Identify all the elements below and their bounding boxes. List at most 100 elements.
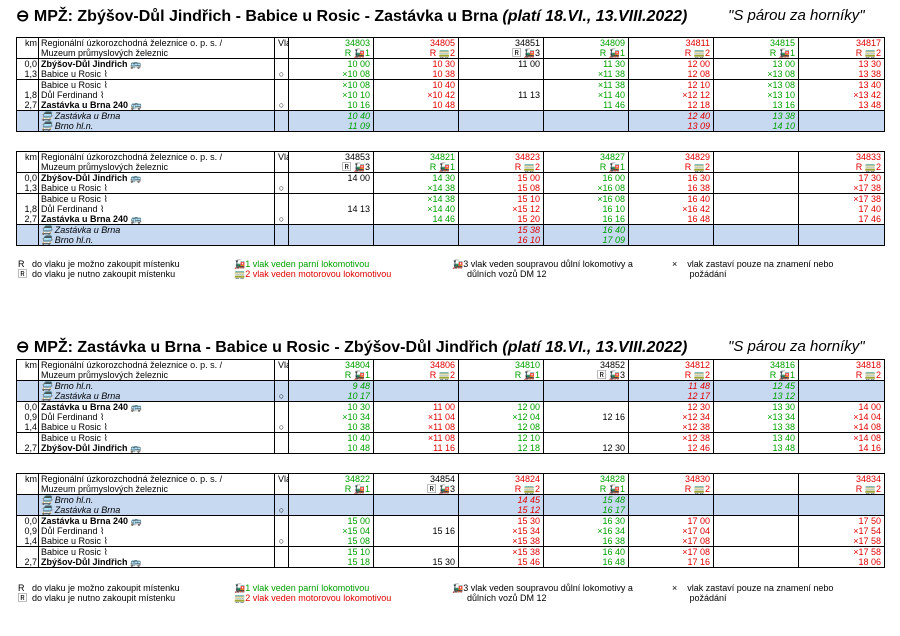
departure-time [713, 546, 800, 557]
departure-time: ×17 54 [798, 526, 886, 536]
km-value: 0,0 [16, 515, 39, 526]
station-name: 🚍 Brno hl.n. [37, 494, 276, 505]
train-symbols: R 🚂1 [458, 370, 545, 381]
departure-time: 16 16 [543, 214, 630, 225]
departure-time [713, 204, 800, 214]
stop-marker [274, 380, 290, 391]
mining-train-icon: 🚂3 [452, 259, 469, 269]
departure-time [798, 110, 886, 121]
departure-time: ×13 34 [713, 412, 800, 422]
train-number: 34834 [798, 473, 886, 484]
timetable-row: 1,3 Babice u Rosic ⌇ ○ ×10 08 10 38 ×11 38 12 … [16, 69, 886, 80]
departure-time: 12 30 [628, 401, 715, 412]
departure-time [798, 494, 886, 505]
departure-time: 15 16 [373, 526, 460, 536]
timetable-row: 1,4 Babice u Rosic ⌇ ○ 15 08 ×15 38 16 38 ×17 … [16, 536, 886, 547]
train-number: 34816 [713, 359, 800, 370]
departure-time: 16 30 [628, 172, 715, 183]
ticket-icon: 🅁 [18, 593, 28, 603]
train-symbols: R 🚂1 [373, 162, 460, 173]
km-value [16, 505, 39, 516]
header-row: Muzeum průmyslových železnic R 🚂1 R 🚃2 R 🚂1… [16, 370, 886, 381]
stop-marker: ○ [274, 183, 290, 194]
legend-text: vlak veden soupravou důlní lokomotivy a [470, 259, 633, 269]
departure-time: 15 30 [458, 515, 545, 526]
timetable-row: 🚍 Brno hl.n. 11 09 13 09 14 10 [16, 121, 886, 132]
train-number: 34854 [373, 473, 460, 484]
departure-time: ×11 40 [543, 90, 630, 100]
train-number: 34852 [543, 359, 630, 370]
legend-text: důlních vozů DM 12 [467, 269, 547, 279]
train-symbols: R 🚃2 [798, 48, 886, 59]
departure-time: 12 08 [628, 69, 715, 80]
header-row: km Regionální úzkorozchodná železnice o. … [16, 37, 886, 48]
timetable-row: 2,7 Zastávka u Brna 240 🚌 ○ 10 16 10 48 11 46… [16, 100, 886, 111]
route-title: MPŽ: Zbýšov-Důl Jindřich - Babice u Rosi… [33, 8, 498, 25]
legend-col-locomotive: 🚂1 vlak veden parní lokomotivou 🚃2 vlak … [234, 583, 391, 603]
station-name: Zastávka u Brna 240 🚌 [37, 214, 276, 225]
legend-col-mining: 🚂3 vlak veden soupravou důlní lokomotivy… [452, 583, 633, 603]
departure-time [458, 100, 545, 111]
departure-time: 16 17 [543, 505, 630, 516]
legend-col-request-stop: × vlak zastaví pouze na znamení nebo pož… [672, 583, 833, 603]
departure-time: 12 00 [458, 401, 545, 412]
departure-time: 12 10 [458, 432, 545, 443]
departure-time: 14 00 [288, 172, 375, 183]
stop-marker: ○ [274, 214, 290, 225]
departure-time: ×12 38 [628, 422, 715, 433]
station-name: Zastávka u Brna 240 🚌 [37, 100, 276, 111]
departure-time: 13 09 [628, 121, 715, 132]
train-number: 34827 [543, 151, 630, 162]
station-name: 🚍 Zastávka u Brna [37, 391, 276, 402]
train-number: 34829 [628, 151, 715, 162]
stop-marker [274, 235, 290, 246]
departure-time: 14 30 [373, 172, 460, 183]
station-name: Babice u Rosic ⌇ [37, 79, 276, 90]
train-number: 34851 [458, 37, 545, 48]
departure-time: ×16 42 [628, 204, 715, 214]
header-row: km Regionální úzkorozchodná železnice o. … [16, 151, 886, 162]
station-name: Zastávka u Brna 240 🚌 [37, 515, 276, 526]
departure-time: 16 48 [628, 214, 715, 225]
departure-time: 11 13 [458, 90, 545, 100]
departure-time: 10 16 [288, 100, 375, 111]
station-name: Zbýšov-Důl Jindřich 🚌 [37, 172, 276, 183]
operator-line-1: Regionální úzkorozchodná železnice o. p.… [41, 152, 223, 162]
station-name: Babice u Rosic ⌇ [37, 536, 276, 547]
km-value [16, 494, 39, 505]
station-name: Zbýšov-Důl Jindřich 🚌 [37, 557, 276, 568]
legend-text: vlak veden motorovou lokomotivou [252, 269, 392, 279]
operator-line-2: Muzeum průmyslových železnic [37, 370, 276, 381]
departure-time: 16 00 [543, 172, 630, 183]
km-header: km [16, 359, 39, 370]
train-number: 34812 [628, 359, 715, 370]
km-value [16, 224, 39, 235]
header-row: km Regionální úzkorozchodná železnice o. … [16, 473, 886, 484]
departure-time [288, 235, 375, 246]
departure-time: 9 48 [288, 380, 375, 391]
train-number: 34818 [798, 359, 886, 370]
legend-text: do vlaku je možno zakoupit místenku [32, 259, 180, 269]
departure-time [713, 557, 800, 568]
timetable-row: Babice u Rosic ⌇ 10 40 ×11 08 12 10 ×12 38 13… [16, 432, 886, 443]
train-symbols: R 🚂1 [713, 48, 800, 59]
timetable-row: 0,0 Zbýšov-Důl Jindřich 🚌 10 00 10 30 11 00 1… [16, 58, 886, 69]
km-value: 2,7 [16, 214, 39, 225]
steam-train-icon: 🚂1 [234, 259, 251, 269]
departure-time: 10 48 [373, 100, 460, 111]
train-number: 34810 [458, 359, 545, 370]
departure-time: 11 16 [373, 443, 460, 454]
km-value [16, 432, 39, 443]
train-symbols: R 🚃2 [628, 48, 715, 59]
timetable-table-1: km Regionální úzkorozchodná železnice o. … [16, 37, 886, 132]
departure-time [713, 515, 800, 526]
km-value: 1,3 [16, 183, 39, 194]
departure-time: 15 00 [288, 515, 375, 526]
train-label: Vlak [274, 37, 290, 48]
departure-time: 15 10 [458, 193, 545, 204]
departure-time: 16 38 [628, 183, 715, 194]
departure-time: 16 38 [543, 536, 630, 547]
departure-time: 12 10 [628, 79, 715, 90]
stop-marker [274, 526, 290, 536]
departure-time [458, 69, 545, 80]
